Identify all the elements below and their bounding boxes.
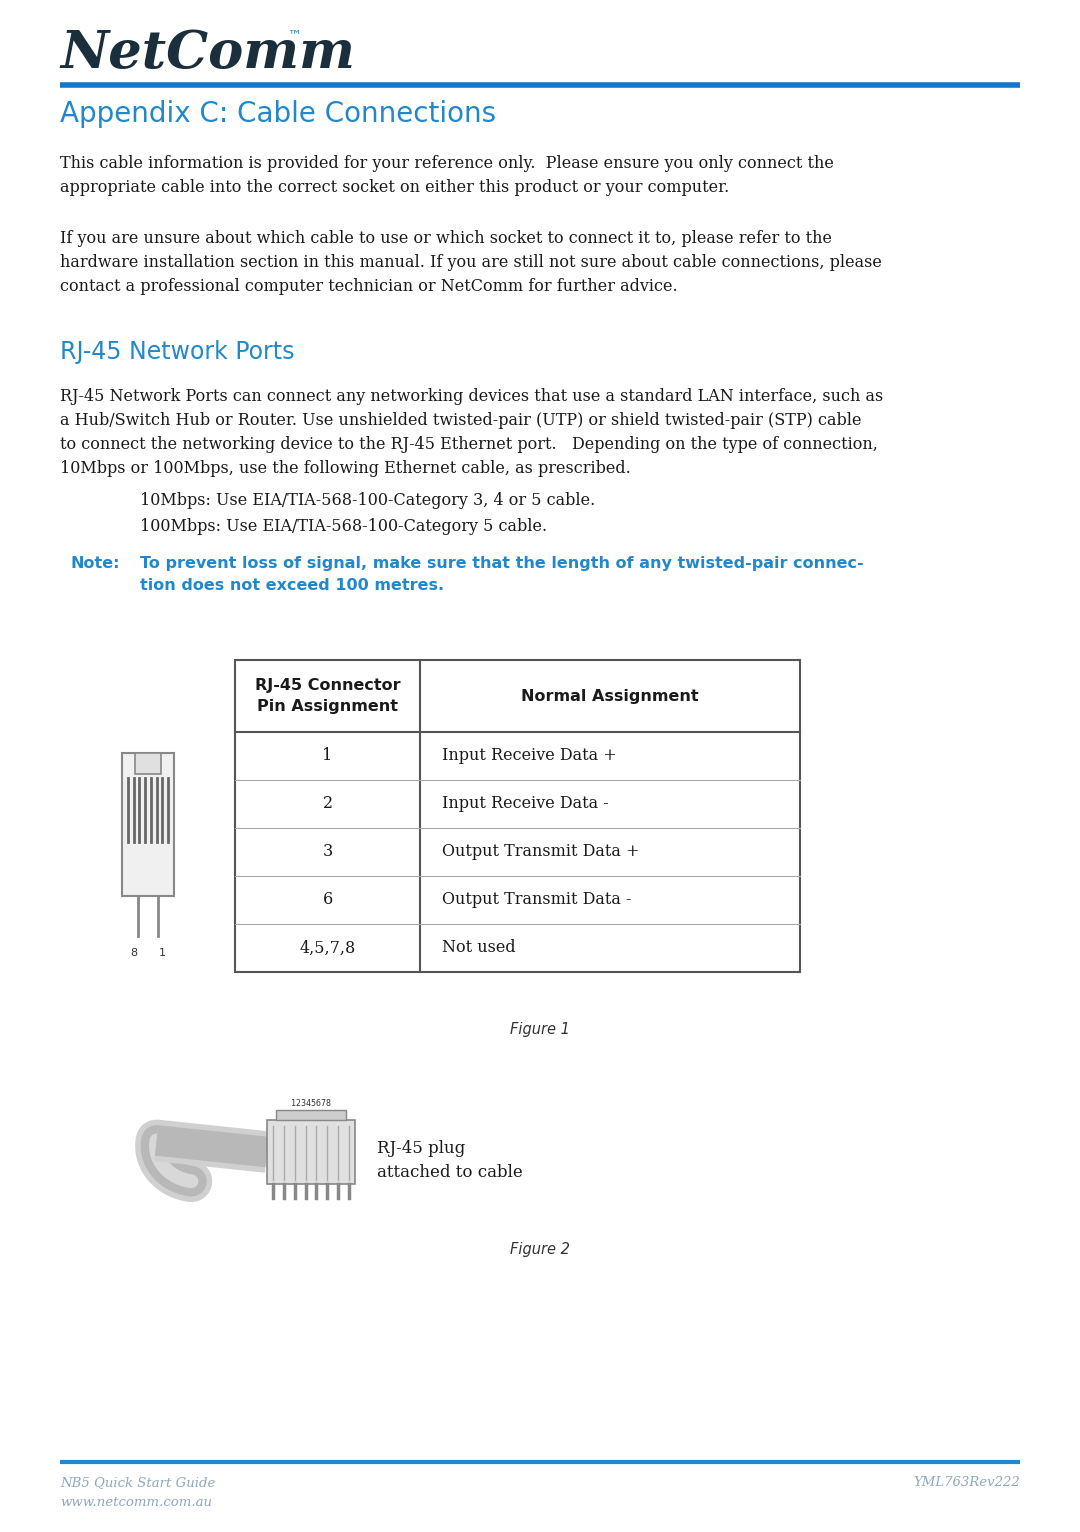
Text: Figure 1: Figure 1 — [510, 1022, 570, 1037]
Text: 8: 8 — [131, 948, 137, 958]
Text: Not used: Not used — [442, 939, 515, 956]
Text: RJ-45 Network Ports: RJ-45 Network Ports — [60, 340, 295, 365]
Text: 10Mbps: Use EIA/TIA-568-100-Category 3, 4 or 5 cable.: 10Mbps: Use EIA/TIA-568-100-Category 3, … — [140, 492, 595, 509]
Text: RJ-45 Network Ports can connect any networking devices that use a standard LAN i: RJ-45 Network Ports can connect any netw… — [60, 388, 883, 478]
Text: 12345678: 12345678 — [291, 1098, 330, 1108]
Text: Output Transmit Data +: Output Transmit Data + — [442, 844, 639, 861]
Text: NB5 Quick Start Guide: NB5 Quick Start Guide — [60, 1475, 215, 1489]
Text: Output Transmit Data -: Output Transmit Data - — [442, 892, 632, 908]
Text: 1: 1 — [322, 748, 333, 764]
Text: 3: 3 — [322, 844, 333, 861]
Text: www.netcomm.com.au: www.netcomm.com.au — [60, 1497, 212, 1509]
Bar — [122, 754, 174, 896]
Text: RJ-45 plug
attached to cable: RJ-45 plug attached to cable — [377, 1140, 523, 1181]
Text: Input Receive Data +: Input Receive Data + — [442, 748, 617, 764]
Text: 2: 2 — [323, 795, 333, 812]
Text: 4,5,7,8: 4,5,7,8 — [299, 939, 355, 956]
Text: If you are unsure about which cable to use or which socket to connect it to, ple: If you are unsure about which cable to u… — [60, 230, 882, 296]
Text: Figure 2: Figure 2 — [510, 1242, 570, 1256]
Bar — [235, 660, 800, 971]
Text: Input Receive Data -: Input Receive Data - — [442, 795, 609, 812]
Text: YML763Rev222: YML763Rev222 — [914, 1475, 1020, 1489]
Bar — [135, 754, 161, 775]
Text: To prevent loss of signal, make sure that the length of any twisted-pair connec-: To prevent loss of signal, make sure tha… — [140, 556, 864, 593]
Text: Note:: Note: — [70, 556, 120, 571]
Bar — [275, 1111, 347, 1120]
Text: 1: 1 — [159, 948, 165, 958]
Bar — [267, 1120, 355, 1184]
Text: ™: ™ — [288, 28, 302, 41]
Text: 100Mbps: Use EIA/TIA-568-100-Category 5 cable.: 100Mbps: Use EIA/TIA-568-100-Category 5 … — [140, 518, 548, 535]
Text: 6: 6 — [322, 892, 333, 908]
Text: This cable information is provided for your reference only.  Please ensure you o: This cable information is provided for y… — [60, 155, 834, 196]
Text: Appendix C: Cable Connections: Appendix C: Cable Connections — [60, 100, 496, 129]
Text: Normal Assignment: Normal Assignment — [522, 688, 699, 703]
Text: NetComm: NetComm — [60, 28, 355, 80]
Text: RJ-45 Connector
Pin Assignment: RJ-45 Connector Pin Assignment — [255, 679, 401, 714]
